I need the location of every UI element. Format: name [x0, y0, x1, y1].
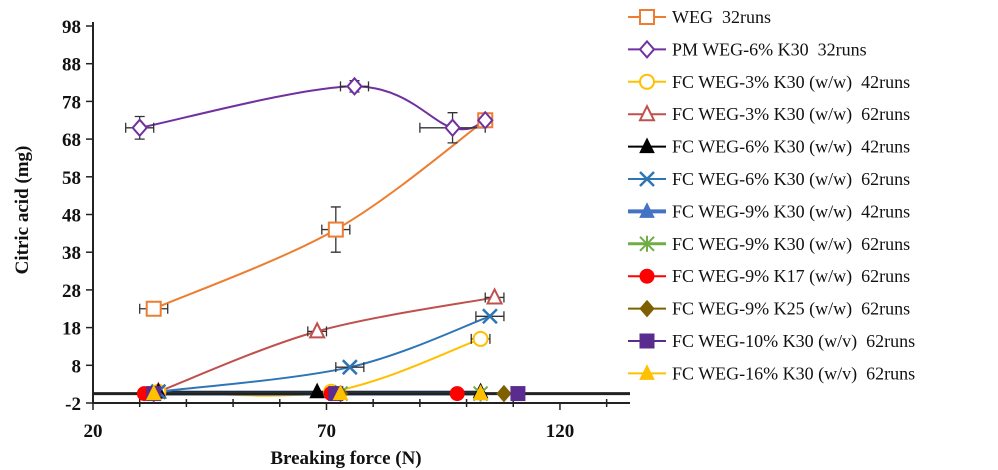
legend-entry: FC WEG-6% K30 (w/w) 42runs	[628, 137, 910, 158]
legend-entry: PM WEG-6% K30 32runs	[628, 39, 867, 59]
legend-label: FC WEG-9% K17 (w/w) 62runs	[672, 266, 910, 287]
legend-marker	[639, 9, 655, 25]
legend-entry: WEG 32runs	[628, 7, 771, 27]
data-point	[131, 118, 149, 138]
legend-entry: FC WEG-9% K17 (w/w) 62runs	[628, 266, 910, 287]
x-tick-label: 20	[84, 421, 103, 442]
series-line	[158, 296, 495, 393]
x-axis-title: Breaking force (N)	[270, 448, 421, 469]
y-tick-label: 28	[62, 281, 81, 302]
y-tick-label: 68	[62, 130, 81, 151]
data-point	[145, 384, 162, 401]
legend-label: FC WEG-3% K30 (w/w) 62runs	[672, 104, 910, 125]
x-tick-label: 120	[546, 421, 575, 442]
data-point	[476, 110, 494, 130]
data-point	[308, 321, 326, 339]
data-point	[309, 382, 325, 399]
data-point	[327, 221, 344, 238]
y-tick-label: 98	[62, 17, 81, 38]
axes	[86, 22, 630, 410]
legend-marker	[639, 333, 655, 349]
data-point	[496, 384, 512, 403]
legend-marker	[639, 202, 655, 218]
data-point	[444, 118, 461, 138]
series-lines	[93, 85, 630, 397]
data-point	[145, 300, 162, 317]
series-line	[139, 85, 486, 131]
legend-label: FC WEG-9% K30 (w/w) 62runs	[672, 234, 910, 255]
y-tick-label: 88	[62, 55, 81, 76]
legend-entry: FC WEG-10% K30 (w/v) 62runs	[628, 331, 915, 352]
data-point	[346, 76, 363, 96]
legend-label: FC WEG-6% K30 (w/w) 62runs	[672, 169, 910, 190]
legend-marker	[639, 137, 655, 154]
legend-marker	[639, 364, 655, 380]
data-point	[332, 384, 349, 401]
legend-entry: FC WEG-9% K30 (w/w) 62runs	[628, 234, 910, 255]
legend-marker	[639, 73, 655, 90]
legend-label: FC WEG-10% K30 (w/v) 62runs	[672, 331, 915, 352]
legend-label: FC WEG-6% K30 (w/w) 42runs	[672, 137, 910, 158]
legend-entry: FC WEG-9% K25 (w/w) 62runs	[628, 299, 910, 320]
legend-label: FC WEG-3% K30 (w/w) 42runs	[672, 72, 910, 93]
y-tick-label: 18	[62, 319, 81, 340]
data-point	[472, 384, 489, 401]
series-markers	[131, 76, 526, 403]
legend-marker	[639, 268, 655, 284]
y-tick-label: 8	[72, 356, 82, 377]
legend-marker	[638, 39, 656, 59]
legend-label: FC WEG-16% K30 (w/v) 62runs	[672, 363, 915, 384]
legend-label: PM WEG-6% K30 32runs	[672, 39, 867, 59]
series-line	[158, 315, 491, 393]
y-tick-label: 78	[62, 92, 81, 113]
series-line	[153, 119, 486, 310]
data-point	[341, 359, 358, 376]
y-tick-label: 38	[62, 243, 81, 264]
legend-entry: FC WEG-9% K30 (w/w) 42runs	[628, 201, 910, 222]
legend-label: FC WEG-9% K25 (w/w) 62runs	[672, 299, 910, 320]
tick-labels: -2 8 18 28 38 48 58 68 78 88 98 20 70 120	[62, 17, 574, 442]
legend-marker	[639, 299, 655, 318]
legend-marker	[639, 235, 655, 252]
legend-entry: FC WEG-3% K30 (w/w) 62runs	[628, 103, 910, 125]
legend: WEG 32runs PM WEG-6% K30 32runs FC WEG-3% …	[628, 7, 915, 384]
data-point	[482, 308, 498, 325]
data-point	[485, 287, 504, 305]
legend-entry: FC WEG-6% K30 (w/w) 62runs	[628, 169, 910, 190]
y-tick-label: -2	[65, 394, 81, 415]
x-tick-label: 70	[317, 421, 336, 442]
data-point	[472, 330, 489, 347]
data-point	[449, 386, 465, 402]
legend-entry: FC WEG-16% K30 (w/v) 62runs	[628, 363, 915, 384]
y-tick-label: 48	[62, 206, 81, 227]
y-tick-label: 58	[62, 168, 81, 189]
legend-marker	[639, 171, 655, 187]
legend-label: WEG 32runs	[672, 7, 771, 27]
legend-label: FC WEG-9% K30 (w/w) 42runs	[672, 201, 910, 222]
y-axis-title: Citric acid (mg)	[12, 146, 33, 275]
data-point	[510, 386, 526, 402]
legend-marker	[638, 103, 656, 122]
legend-entry: FC WEG-3% K30 (w/w) 42runs	[628, 72, 910, 93]
